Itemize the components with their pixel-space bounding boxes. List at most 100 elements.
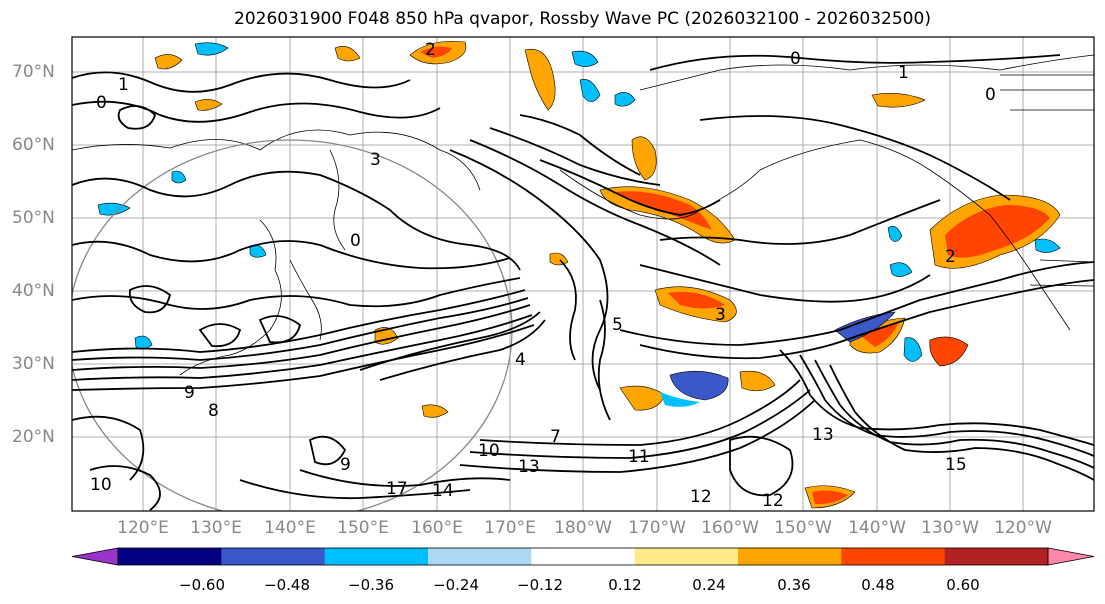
contour-label: 9: [184, 383, 195, 403]
positive-patch: [631, 136, 657, 181]
lat-label-50n: 50°N: [12, 208, 55, 228]
lat-label-70n: 70°N: [12, 62, 55, 82]
colorbar-bin: [634, 548, 739, 565]
negative-patch: [571, 50, 599, 67]
lon-label: 180°W: [554, 518, 612, 538]
contour-label: 4: [515, 350, 526, 370]
contour-label: 0: [96, 93, 107, 113]
positive-patch: [194, 99, 223, 111]
map-frame: [71, 36, 1095, 512]
lat-label-30n: 30°N: [12, 354, 55, 374]
contour-label: 3: [715, 305, 726, 325]
positive-patch: [420, 46, 452, 58]
lon-label: 140°W: [848, 518, 906, 538]
contour-label: 8: [208, 401, 219, 421]
colorbar-bin: [118, 548, 222, 565]
colorbar-tick-label: −0.12: [517, 576, 563, 594]
lat-label-20n: 20°N: [12, 427, 55, 447]
lon-label: 150°W: [774, 518, 832, 538]
contour-label: 0: [985, 85, 996, 105]
positive-patch: [421, 404, 449, 418]
contour-label: 14: [432, 481, 454, 501]
colorbar-tick-label: 0.60: [946, 576, 980, 594]
contour-label: 0: [790, 49, 801, 69]
contour-label: 2: [425, 40, 436, 60]
positive-patch: [154, 54, 183, 70]
contour-label: 9: [340, 455, 351, 475]
lon-label: 170°W: [628, 518, 686, 538]
positive-patch: [668, 291, 725, 309]
contour-label: 1: [118, 75, 129, 95]
colorbar: [71, 547, 1095, 566]
lon-label: 160°E: [411, 518, 463, 538]
colorbar-tick-label: 0.48: [861, 576, 895, 594]
lon-label: 170°E: [484, 518, 536, 538]
colorbar-tick-label: −0.48: [264, 576, 310, 594]
lon-label: 120°W: [994, 518, 1052, 538]
lon-label: 160°W: [701, 518, 759, 538]
colorbar-bin: [324, 548, 429, 565]
colorbar-extension-low: [71, 547, 119, 566]
contour-label: 12: [762, 491, 784, 511]
contour-label: 10: [90, 475, 112, 495]
colorbar-tick-label: −0.24: [433, 576, 479, 594]
colorbar-bin: [738, 548, 842, 565]
negative-patch: [903, 337, 923, 362]
colorbar-extension-high: [1047, 547, 1095, 566]
contour-label: 15: [945, 455, 967, 475]
positive-patch: [929, 336, 969, 367]
contour-label-group: 0 1 0 1 3 2 0 0 4 3 5 7 2 9 8 10 13 11 1…: [90, 40, 996, 511]
lon-label: 130°W: [921, 518, 979, 538]
colorbar-tick-label: 0.12: [608, 576, 642, 594]
positive-patch: [945, 205, 1050, 258]
negative-patch: [171, 170, 187, 184]
contour-label: 13: [812, 425, 834, 445]
contour-label: 5: [612, 315, 623, 335]
colorbar-tick-label: 0.24: [692, 576, 726, 594]
contour-label: 10: [478, 441, 500, 461]
contour-label: 3: [370, 150, 381, 170]
colorbar-border: [117, 547, 1049, 566]
colorbar-bin: [944, 548, 1049, 565]
colorbar-bin: [428, 548, 532, 565]
contour-label: 0: [350, 231, 361, 251]
range-circle: [72, 139, 513, 511]
chart-title: 2026031900 F048 850 hPa qvapor, Rossby W…: [234, 9, 931, 29]
colorbar-tick-label: −0.36: [348, 576, 394, 594]
negative-patch: [889, 262, 913, 277]
negative-patch: [887, 225, 903, 242]
contour-label: 17: [386, 479, 408, 499]
gridlines: [72, 37, 1094, 511]
contour-lines: [72, 54, 1094, 511]
colorbar-bin: [531, 548, 636, 565]
colorbar-bin: [841, 548, 946, 565]
negative-patch: [660, 392, 700, 407]
contour-label: 11: [628, 447, 650, 467]
contour-label: 2: [945, 247, 956, 267]
positive-patch: [739, 371, 776, 392]
colorbar-tick-label: 0.36: [777, 576, 811, 594]
positive-patch: [871, 93, 926, 108]
positive-patch: [860, 324, 898, 347]
lon-label: 130°E: [190, 518, 242, 538]
contour-label: 12: [690, 487, 712, 507]
negative-patch: [614, 92, 636, 107]
colorbar-tick-label: −0.60: [179, 576, 225, 594]
negative-patch: [1034, 238, 1061, 253]
negative-patch: [669, 370, 729, 401]
negative-patch: [194, 42, 229, 56]
contour-label: 1: [898, 63, 909, 83]
lon-label: 140°E: [264, 518, 316, 538]
lat-label-60n: 60°N: [12, 135, 55, 155]
positive-patch: [334, 46, 361, 62]
contour-label: 13: [518, 457, 540, 477]
lon-label: 120°E: [117, 518, 169, 538]
contour-label: 7: [550, 427, 561, 447]
negative-patch: [834, 311, 896, 343]
positive-patch: [524, 48, 556, 111]
lat-label-40n: 40°N: [12, 281, 55, 301]
lon-label: 150°E: [337, 518, 389, 538]
positive-patch: [812, 490, 848, 505]
negative-patch: [579, 79, 601, 103]
